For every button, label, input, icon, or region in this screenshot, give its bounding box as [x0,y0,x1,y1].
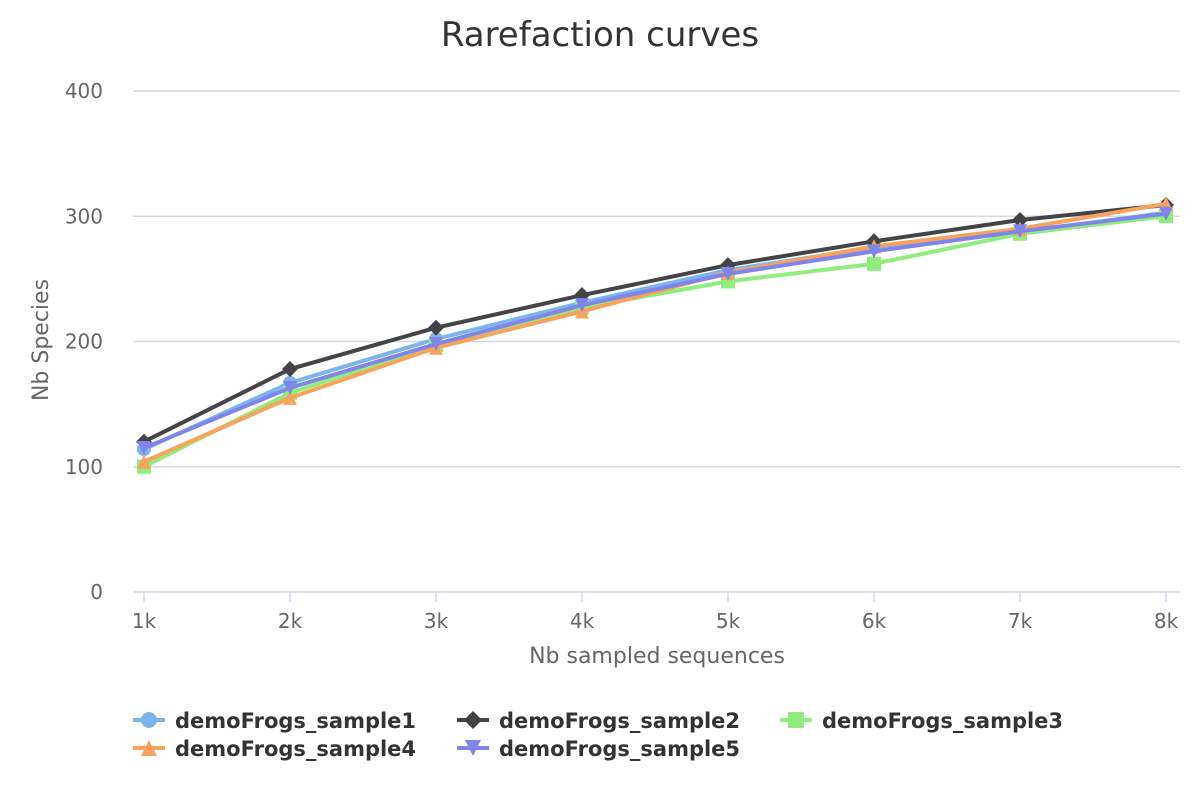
grid-lines [133,90,1180,468]
y-tick-label: 100 [65,455,103,479]
x-tick-label: 1k [132,609,157,633]
data-point [867,256,881,271]
data-point [788,712,804,728]
legend-item: demoFrogs_sample1 [133,709,416,733]
legend-label: demoFrogs_sample2 [499,709,740,733]
x-tick-label: 4k [570,609,595,633]
legend-item: demoFrogs_sample2 [457,709,740,733]
data-point [1012,212,1028,229]
chart-title: Rarefaction curves [441,15,759,55]
series-line [142,201,1168,464]
data-point [428,319,444,336]
legend: demoFrogs_sample1 demoFrogs_sample2 demoFr… [133,709,1063,761]
data-point [1159,206,1173,221]
data-point [575,298,589,313]
y-tick-label: 200 [65,330,103,354]
data-point [282,361,298,378]
series-demoFrogs_sample5 [137,206,1173,455]
legend-label: demoFrogs_sample3 [822,709,1063,733]
y-tick-label: 400 [65,79,103,103]
data-point [137,440,151,455]
data-point [283,380,297,395]
x-tick-label: 8k [1154,609,1179,633]
legend-label: demoFrogs_sample4 [175,737,416,761]
y-tick-label: 300 [65,204,103,228]
x-tick-label: 2k [278,609,303,633]
x-tick-label: 3k [424,609,449,633]
data-point [867,244,881,259]
data-point [1013,224,1027,239]
data-point [429,337,443,352]
legend-item: demoFrogs_sample5 [457,737,740,761]
legend-item: demoFrogs_sample3 [780,709,1063,733]
x-tick-label: 5k [716,609,741,633]
data-point [137,454,151,469]
data-point [721,266,735,281]
y-axis-title: Nb Species [29,279,54,401]
series-line [142,202,1168,444]
data-point [141,740,157,756]
legend-label: demoFrogs_sample5 [499,737,740,761]
data-point [283,390,297,405]
series-line [142,214,1168,469]
legend-label: demoFrogs_sample1 [175,709,416,733]
x-axis: 1k 2k 3k 4k 5k 6k 7k 8k [132,591,1180,633]
x-axis-title: Nb sampled sequences [529,644,785,669]
series-group [136,196,1174,474]
series-demoFrogs_sample1 [137,205,1173,457]
data-point [464,711,482,729]
x-tick-label: 6k [862,609,887,633]
series-line [142,211,1168,450]
series-line [142,210,1168,452]
y-tick-label: 0 [90,580,103,604]
y-axis: 0 100 200 300 400 [65,79,103,604]
data-point [465,740,481,756]
legend-item: demoFrogs_sample4 [133,737,416,761]
x-tick-label: 7k [1008,609,1033,633]
data-point [141,712,157,728]
